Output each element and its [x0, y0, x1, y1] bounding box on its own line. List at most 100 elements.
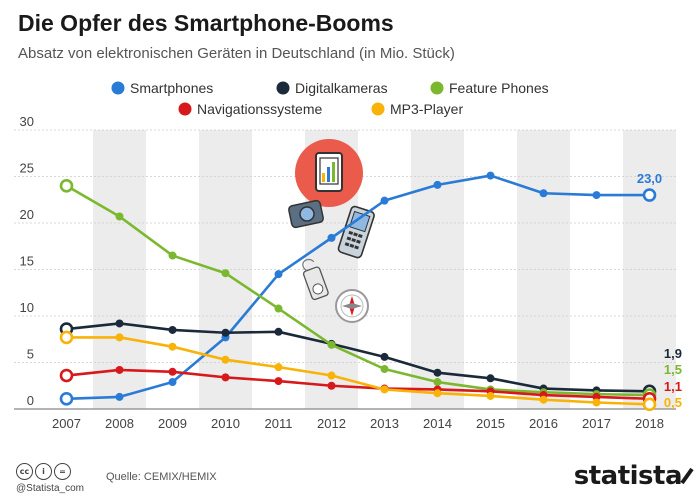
nd-icon: = — [54, 463, 71, 480]
legend-item: Digitalkameras — [276, 80, 388, 96]
legend-label: Smartphones — [130, 80, 213, 96]
chart-title: Die Opfer des Smartphone-Booms — [18, 10, 394, 36]
data-point — [539, 189, 548, 198]
legend-swatch — [178, 102, 192, 116]
data-point — [168, 342, 177, 351]
twitter-handle[interactable]: @Statista_com — [16, 483, 84, 494]
data-point — [274, 304, 283, 313]
data-point — [221, 355, 230, 364]
y-tick-label: 5 — [27, 347, 34, 362]
data-point — [115, 365, 124, 374]
data-point — [592, 392, 601, 401]
data-point — [433, 180, 442, 189]
series-smartphones — [59, 171, 657, 406]
legend-swatch — [371, 102, 385, 116]
data-point — [168, 367, 177, 376]
data-point — [642, 397, 657, 412]
data-point — [486, 374, 495, 383]
legend-swatch — [276, 81, 290, 95]
data-point — [380, 352, 389, 361]
footer: cc i = @Statista_com Quelle: CEMIX/HEMIX… — [0, 457, 700, 499]
data-point — [221, 269, 230, 278]
end-value-label: 23,0 — [637, 171, 662, 186]
data-point — [168, 378, 177, 387]
series-line — [66, 368, 650, 401]
legend-swatch — [430, 81, 444, 95]
data-point — [221, 328, 230, 337]
legend-label: MP3-Player — [390, 101, 463, 117]
x-tick-label: 2007 — [52, 416, 81, 431]
data-point — [380, 365, 389, 374]
legend-item: Feature Phones — [430, 80, 549, 96]
tablet-icon — [315, 152, 343, 192]
legend-label: Feature Phones — [449, 80, 549, 96]
data-point — [115, 212, 124, 221]
data-point — [168, 251, 177, 260]
y-tick-label: 20 — [20, 207, 34, 222]
statista-logo[interactable]: statista — [573, 461, 683, 491]
series-line — [65, 184, 650, 397]
x-tick-label: 2012 — [317, 416, 346, 431]
legend-item: MP3-Player — [371, 101, 463, 117]
data-point — [115, 392, 124, 401]
x-tick-label: 2008 — [105, 416, 134, 431]
series-line — [66, 336, 650, 406]
camera-icon — [288, 199, 324, 229]
data-point — [380, 196, 389, 205]
legend-item: Navigationssysteme — [178, 101, 322, 117]
x-tick-label: 2015 — [476, 416, 505, 431]
data-point — [592, 398, 601, 407]
y-tick-label: 10 — [20, 300, 34, 315]
data-point — [274, 327, 283, 336]
data-point — [327, 381, 336, 390]
legend-swatch — [111, 81, 125, 95]
cc-icon: cc — [16, 463, 33, 480]
y-tick-label: 25 — [20, 161, 34, 176]
series-line — [66, 322, 650, 393]
x-tick-label: 2016 — [529, 416, 558, 431]
x-tick-label: 2018 — [635, 416, 664, 431]
statista-logo-icon — [680, 467, 694, 485]
data-point — [59, 179, 74, 193]
chart-subtitle: Absatz von elektronischen Geräten in Deu… — [18, 45, 455, 62]
end-value-label: 1,1 — [664, 379, 682, 394]
compass-icon — [335, 289, 369, 323]
data-point — [486, 391, 495, 400]
y-tick-label: 30 — [20, 114, 34, 129]
legend-label: Navigationssysteme — [197, 101, 322, 117]
data-point — [168, 325, 177, 334]
license-icons: cc i = — [16, 463, 71, 480]
data-point — [59, 330, 74, 345]
data-point — [274, 363, 283, 372]
end-value-label: 1,9 — [664, 346, 682, 361]
mp3-player-icon — [302, 258, 329, 301]
data-point — [221, 373, 230, 382]
data-point — [433, 378, 442, 387]
data-point — [115, 319, 124, 328]
y-tick-label: 0 — [27, 393, 34, 408]
series-mp3-player — [59, 330, 657, 412]
legend: Smartphones Digitalkameras Feature Phones N… — [111, 80, 549, 117]
series-navigationssysteme — [59, 365, 657, 406]
data-point — [59, 391, 74, 406]
data-point — [59, 368, 74, 383]
data-point — [274, 377, 283, 386]
data-point — [115, 333, 124, 342]
data-point — [433, 389, 442, 398]
data-point — [327, 340, 336, 349]
y-tick-label: 15 — [20, 254, 34, 269]
data-point — [642, 188, 657, 202]
data-point — [433, 368, 442, 377]
data-point — [486, 171, 495, 180]
x-tick-label: 2011 — [265, 416, 293, 431]
data-point — [592, 191, 601, 200]
data-point — [380, 385, 389, 394]
data-point — [327, 371, 336, 380]
x-tick-label: 2014 — [423, 416, 452, 431]
legend-label: Digitalkameras — [295, 80, 388, 96]
series-line — [66, 174, 650, 401]
source-note: Quelle: CEMIX/HEMIX — [106, 471, 217, 483]
by-icon: i — [35, 463, 52, 480]
mobile-phone-icon — [337, 205, 375, 259]
